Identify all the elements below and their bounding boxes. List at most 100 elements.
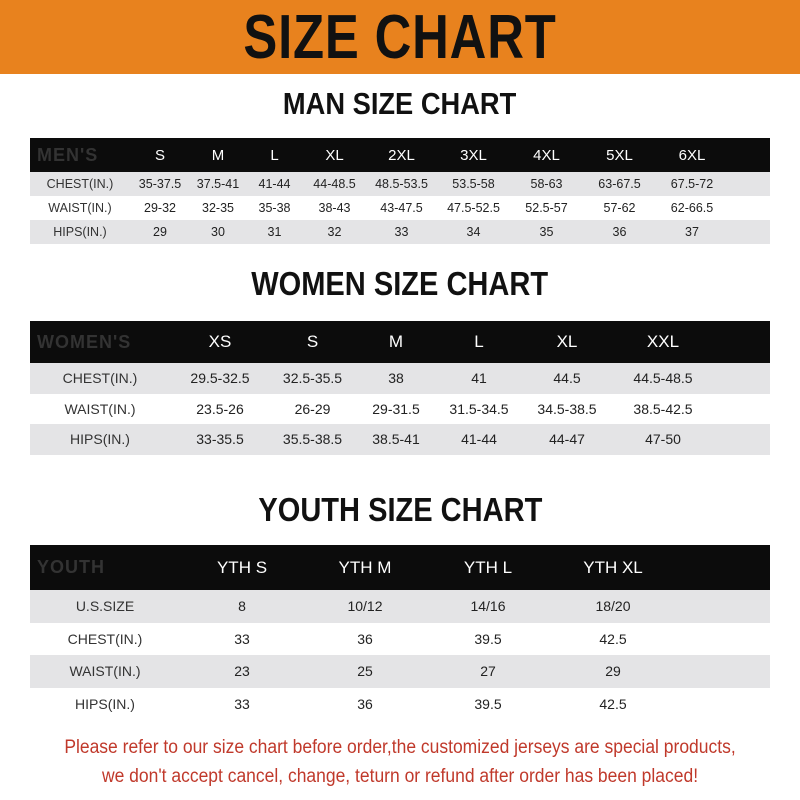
table-cell: 3XL xyxy=(460,146,487,164)
table-cell: 5XL xyxy=(606,146,633,164)
table-cell: 25 xyxy=(357,663,373,680)
table-cell: 31 xyxy=(267,225,282,239)
order-notice: Please refer to our size chart before or… xyxy=(0,733,800,791)
table-cell: 32.5-35.5 xyxy=(282,370,343,387)
table-cell: 35-37.5 xyxy=(138,177,182,191)
men-size-table: MEN'S S M L XL 2XL 3XL 4XL 5XL 6XL CHEST(IN.) 35-37… xyxy=(30,138,770,244)
order-notice-line-1: Please refer to our size chart before or… xyxy=(64,737,736,758)
table-row: CHEST(IN.) 33 36 39.5 42.5 xyxy=(30,623,770,656)
table-cell: YTH S xyxy=(216,557,268,577)
table-cell: 41-44 xyxy=(461,431,497,448)
row-label: CHEST(IN.) xyxy=(62,370,138,387)
table-header-row: MEN'S S M L XL 2XL 3XL 4XL 5XL 6XL xyxy=(30,138,770,172)
table-cell: 38 xyxy=(388,370,404,387)
youth-size-table: YOUTH YTH S YTH M YTH L YTH XL U.S.SIZE 8 10/12… xyxy=(30,545,770,720)
table-cell: 10/12 xyxy=(347,598,383,615)
table-cell: 38.5-41 xyxy=(372,431,420,448)
women-section-title: WOMEN SIZE CHART xyxy=(251,265,549,302)
table-cell: 4XL xyxy=(533,146,560,164)
table-row: WAIST(IN.) 23 25 27 29 xyxy=(30,655,770,688)
row-label: HIPS(IN.) xyxy=(53,225,107,239)
table-cell: 44.5 xyxy=(553,370,581,387)
table-cell: 35.5-38.5 xyxy=(282,431,343,448)
table-cell: 39.5 xyxy=(474,630,502,647)
table-cell: 43-47.5 xyxy=(380,201,423,215)
table-cell: 8 xyxy=(238,598,246,615)
table-row: WAIST(IN.) 23.5-26 26-29 29-31.5 31.5-34.5 34… xyxy=(30,394,770,425)
table-cell: 14/16 xyxy=(470,598,506,615)
table-cell: 35-38 xyxy=(258,201,291,215)
table-header-row: WOMEN'S XS S M L XL XXL xyxy=(30,321,770,363)
table-cell: 31.5-34.5 xyxy=(449,400,509,417)
row-label: U.S.SIZE xyxy=(75,598,135,615)
table-cell: 34 xyxy=(466,225,481,239)
table-row: CHEST(IN.) 29.5-32.5 32.5-35.5 38 41 44.5 44.5… xyxy=(30,363,770,394)
table-cell: 67.5-72 xyxy=(670,177,714,191)
table-cell: 44-47 xyxy=(549,431,585,448)
youth-section-title: YOUTH SIZE CHART xyxy=(258,491,542,528)
table-cell: 38-43 xyxy=(318,201,351,215)
order-notice-line-2: we don't accept cancel, change, teturn o… xyxy=(101,766,699,787)
table-header-row: YOUTH YTH S YTH M YTH L YTH XL xyxy=(30,545,770,590)
table-cell: 32 xyxy=(327,225,342,239)
size-chart-banner: SIZE CHART xyxy=(0,0,800,74)
table-cell: 58-63 xyxy=(530,177,563,191)
row-label: HIPS(IN.) xyxy=(75,695,135,712)
table-cell: 39.5 xyxy=(474,695,502,712)
table-cell: 23.5-26 xyxy=(196,400,244,417)
table-cell: 37 xyxy=(685,225,699,239)
row-label: CHEST(IN.) xyxy=(46,177,114,191)
row-label: HIPS(IN.) xyxy=(70,431,130,448)
table-cell: 35 xyxy=(539,225,554,239)
row-label: CHEST(IN.) xyxy=(67,630,143,647)
row-label: WAIST(IN.) xyxy=(64,400,136,417)
table-cell: YTH M xyxy=(338,557,392,577)
table-cell: 29.5-32.5 xyxy=(190,370,250,387)
table-cell: S xyxy=(306,332,319,351)
men-section-title: MAN SIZE CHART xyxy=(283,86,517,121)
table-cell: 33 xyxy=(234,695,250,712)
table-row: CHEST(IN.) 35-37.5 37.5-41 41-44 44-48.5 48.5… xyxy=(30,172,770,196)
table-cell: 37.5-41 xyxy=(196,177,240,191)
table-cell: 33-35.5 xyxy=(196,431,244,448)
table-cell: 23 xyxy=(234,663,250,680)
row-label: WAIST(IN.) xyxy=(69,663,141,680)
table-cell: YTH XL xyxy=(583,557,643,577)
table-cell: S xyxy=(154,146,165,164)
table-cell: 34.5-38.5 xyxy=(537,400,597,417)
table-cell: 48.5-53.5 xyxy=(375,177,428,191)
banner-title: SIZE CHART xyxy=(243,2,557,72)
table-cell: 63-67.5 xyxy=(598,177,641,191)
table-cell: M xyxy=(211,146,225,164)
row-label: WAIST(IN.) xyxy=(48,201,112,215)
table-row: WAIST(IN.) 29-32 32-35 35-38 38-43 43-47.5 47.… xyxy=(30,196,770,220)
table-cell: XL xyxy=(325,146,344,164)
table-cell: 29 xyxy=(153,225,167,239)
table-cell: 47-50 xyxy=(645,431,681,448)
table-cell: 47.5-52.5 xyxy=(447,201,500,215)
row-label: WOMEN'S xyxy=(37,331,132,352)
table-cell: 2XL xyxy=(388,146,415,164)
table-cell: 57-62 xyxy=(603,201,636,215)
table-cell: 36 xyxy=(612,225,627,239)
table-cell: YTH L xyxy=(463,557,513,577)
table-cell: 36 xyxy=(357,695,373,712)
table-cell: 6XL xyxy=(678,146,706,164)
table-cell: 62-66.5 xyxy=(670,201,714,215)
table-cell: 53.5-58 xyxy=(452,177,495,191)
row-label: MEN'S xyxy=(37,144,99,165)
row-label: YOUTH xyxy=(37,557,105,577)
table-row: HIPS(IN.) 33 36 39.5 42.5 xyxy=(30,688,770,721)
table-cell: L xyxy=(474,332,484,351)
table-cell: 44.5-48.5 xyxy=(633,370,693,387)
table-cell: 36 xyxy=(357,630,373,647)
table-cell: L xyxy=(270,146,279,164)
table-cell: 26-29 xyxy=(294,400,331,417)
women-size-table: WOMEN'S XS S M L XL XXL CHEST(IN.) 29.5-32.5 32.5… xyxy=(30,321,770,455)
table-cell: 44-48.5 xyxy=(313,177,356,191)
table-cell: XL xyxy=(556,332,578,351)
table-cell: XXL xyxy=(646,332,680,351)
table-cell: 32-35 xyxy=(202,201,234,215)
table-cell: 52.5-57 xyxy=(525,201,568,215)
table-cell: 41-44 xyxy=(258,177,291,191)
